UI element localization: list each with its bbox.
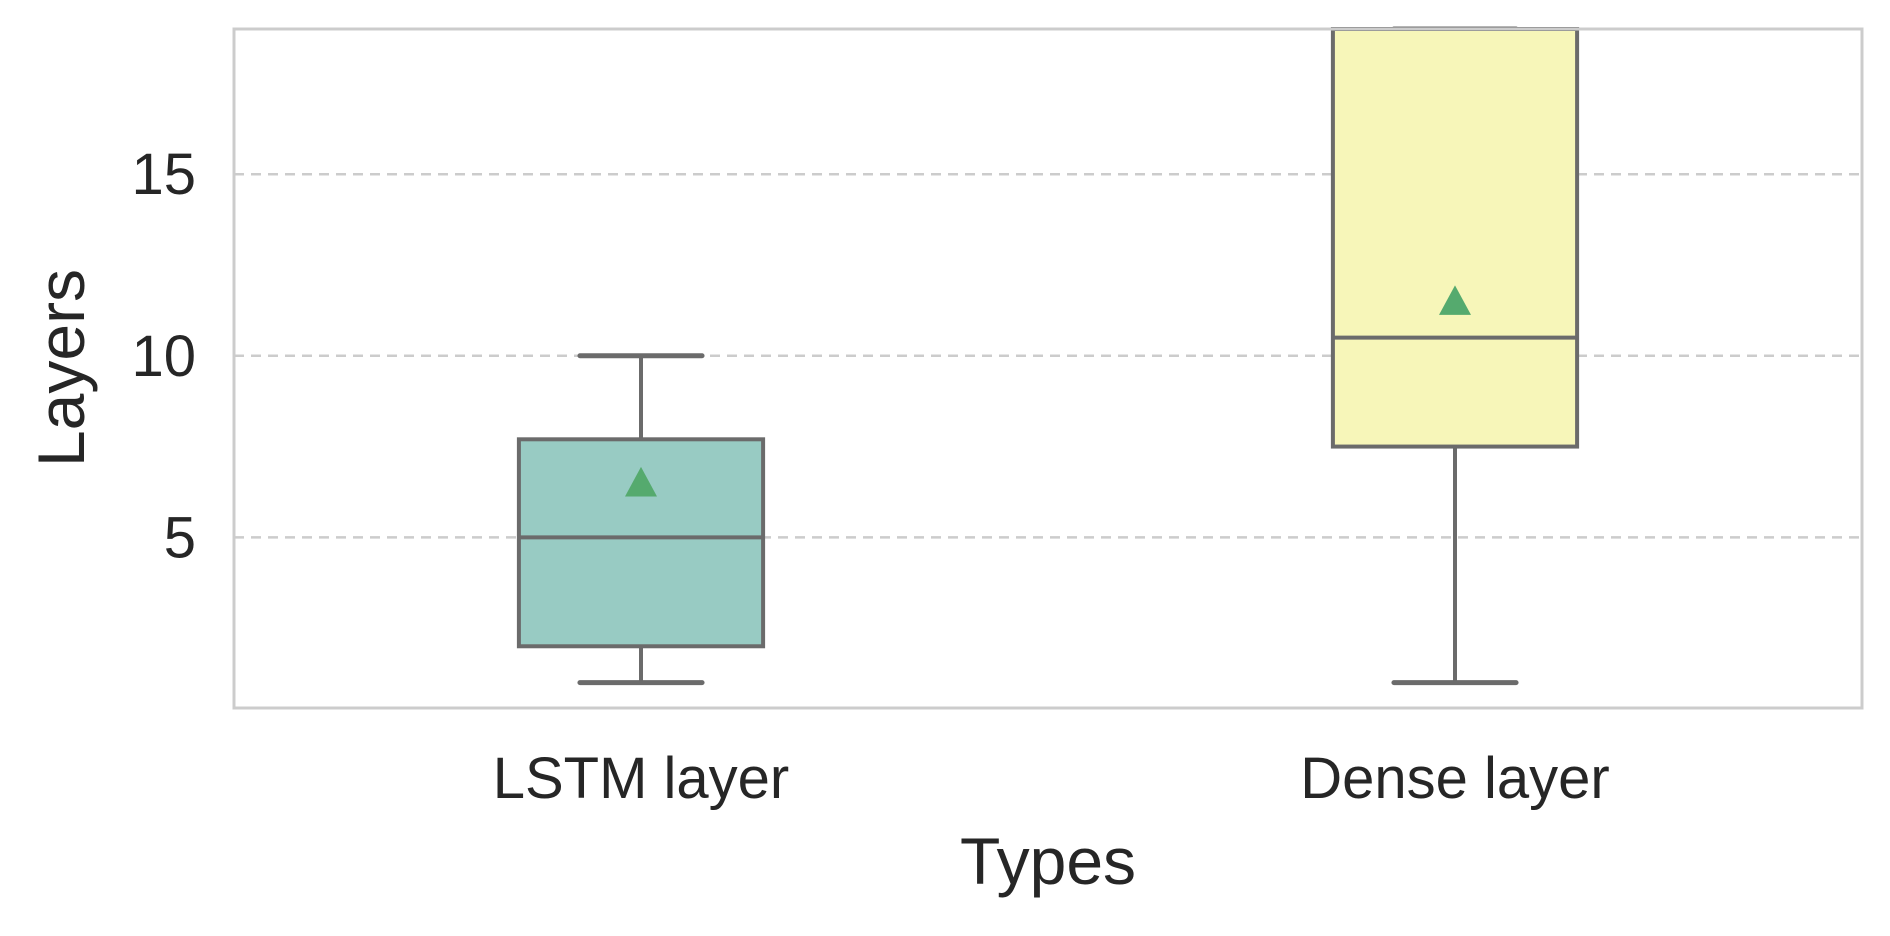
- mean-marker: [625, 466, 657, 497]
- plot-background: [234, 29, 1862, 708]
- y-tick-label: 15: [131, 142, 196, 207]
- x-axis-title: Types: [960, 824, 1136, 898]
- x-tick-label: LSTM layer: [493, 746, 790, 811]
- iqr-box: [1330, 27, 1580, 449]
- y-tick-label: 5: [164, 505, 196, 570]
- x-tick-label: Dense layer: [1300, 746, 1609, 811]
- y-axis-title: Layers: [24, 269, 98, 467]
- plot-frame: [232, 27, 1864, 710]
- mean-marker: [1439, 285, 1471, 315]
- box-group: [516, 353, 766, 686]
- x-tick-labels: LSTM layer Dense layer: [493, 746, 1610, 811]
- y-tick-labels: 5 10 15: [131, 142, 196, 570]
- y-tick-label: 10: [131, 324, 196, 389]
